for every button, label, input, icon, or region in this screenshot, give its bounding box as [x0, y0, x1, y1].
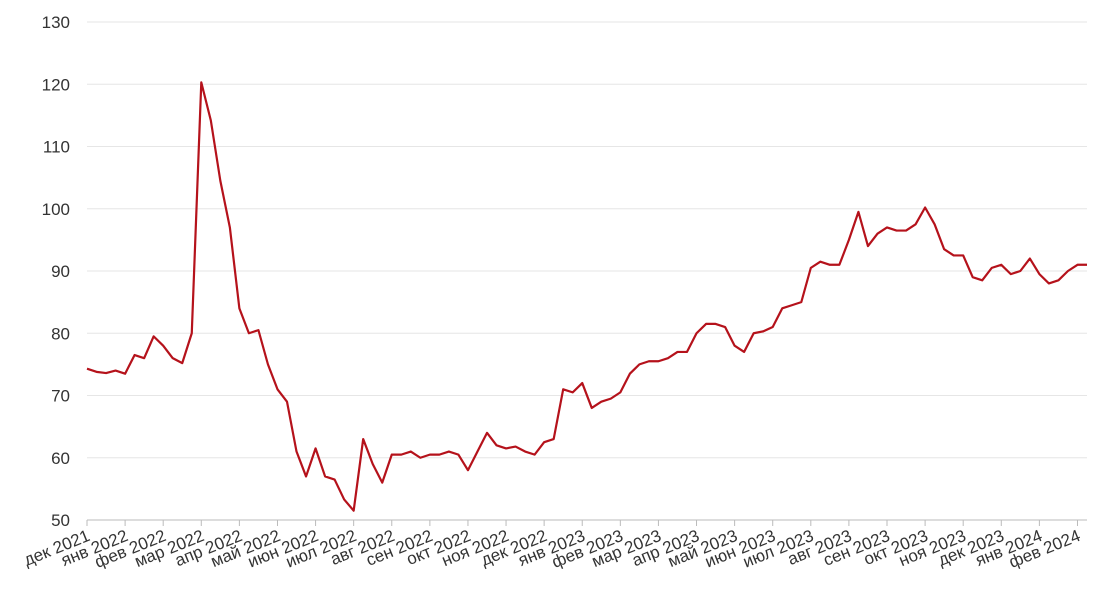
data-line — [86, 81, 1087, 512]
x-tick-label: фев 2024 — [1006, 526, 1083, 572]
y-tick-label: 80 — [51, 324, 70, 343]
y-tick-label: 90 — [51, 262, 70, 281]
y-tick-label: 100 — [42, 200, 70, 219]
y-tick-label: 60 — [51, 449, 70, 468]
y-tick-label: 110 — [43, 138, 70, 157]
y-tick-label: 130 — [42, 13, 70, 32]
y-tick-label: 50 — [51, 511, 70, 530]
y-tick-label: 120 — [42, 75, 70, 94]
y-tick-label: 70 — [51, 387, 70, 406]
